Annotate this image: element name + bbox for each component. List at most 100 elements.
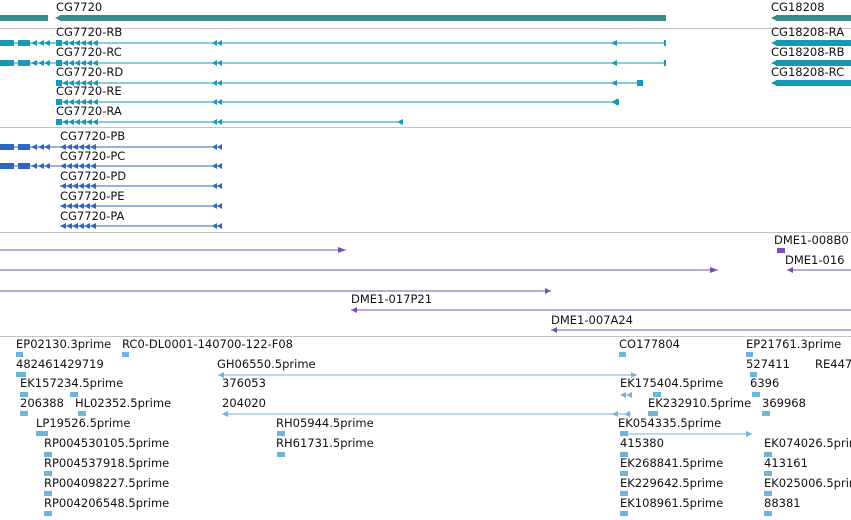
transcript-label[interactable]: CG7720-RE	[56, 84, 122, 98]
est-label[interactable]: 88381	[764, 496, 801, 510]
est-glyph[interactable]	[620, 491, 628, 496]
est-label[interactable]: 206388	[20, 396, 64, 410]
protein-cg7720-pc[interactable]	[0, 163, 222, 169]
est-glyph[interactable]	[44, 511, 52, 516]
est-glyph[interactable]	[762, 411, 770, 416]
transcript-cg18208-rb[interactable]	[771, 60, 851, 66]
est-label[interactable]: CO177804	[619, 337, 680, 351]
est-glyph[interactable]	[619, 352, 626, 357]
clone-label[interactable]: DME1-016	[785, 253, 845, 267]
protein-cg7720-pd[interactable]	[60, 183, 222, 189]
est-glyph[interactable]	[20, 392, 28, 397]
protein-label[interactable]: CG7720-PC	[60, 149, 126, 163]
transcript-label[interactable]: CG7720-RC	[56, 45, 122, 59]
protein-label[interactable]: CG7720-PE	[60, 189, 125, 203]
clone-label[interactable]: DME1-007A24	[551, 313, 633, 327]
est-label[interactable]: 482461429719	[16, 357, 104, 371]
est-label[interactable]: 369968	[762, 396, 806, 410]
est-label[interactable]: 204020	[222, 396, 266, 410]
clone-feature[interactable]	[0, 247, 346, 253]
est-label[interactable]: EK157234.5prime	[20, 376, 124, 390]
transcript-cg7720-ra[interactable]	[56, 119, 403, 125]
transcript-cg7720-rd[interactable]	[56, 80, 643, 86]
est-glyph[interactable]	[764, 491, 772, 496]
transcript-label[interactable]: CG18208-RA	[771, 25, 845, 39]
clone-dme1-016[interactable]	[787, 267, 851, 273]
gene-label[interactable]: CG7720	[56, 0, 103, 14]
est-glyph[interactable]	[277, 452, 285, 457]
transcript-cg7720-rb[interactable]	[0, 40, 666, 46]
est-label[interactable]: EK175404.5prime	[620, 376, 724, 390]
est-glyph[interactable]	[764, 452, 772, 457]
est-label[interactable]: 413161	[764, 456, 808, 470]
transcript-label[interactable]: CG18208-RB	[771, 45, 845, 59]
transcript-label[interactable]: CG18208-RC	[771, 65, 845, 79]
clone-dme1-017p21[interactable]	[351, 307, 851, 313]
transcript-cg7720-rc[interactable]	[0, 60, 666, 66]
est-glyph[interactable]	[78, 411, 86, 416]
est-label[interactable]: EK229642.5prime	[620, 476, 724, 490]
est-glyph[interactable]	[620, 471, 628, 476]
est-glyph[interactable]	[764, 471, 772, 476]
est-label[interactable]: HL02352.5prime	[75, 396, 172, 410]
est-glyph[interactable]	[752, 392, 760, 397]
gene-label[interactable]: CG18208	[771, 0, 825, 14]
protein-label[interactable]: CG7720-PA	[60, 209, 125, 223]
est-glyph[interactable]	[16, 352, 23, 357]
est-ek054335[interactable]	[620, 431, 752, 437]
est-glyph[interactable]	[44, 471, 52, 476]
est-glyph[interactable]	[70, 392, 78, 397]
est-label[interactable]: EP02130.3prime	[16, 337, 112, 351]
clone-dme1-007a24[interactable]	[551, 327, 851, 333]
clone-label[interactable]: DME1-008B0	[774, 233, 849, 247]
clone-label[interactable]: DME1-017P21	[351, 292, 433, 306]
est-label[interactable]: 527411	[746, 357, 790, 371]
est-glyph[interactable]	[648, 411, 658, 416]
protein-cg7720-pe[interactable]	[60, 203, 222, 209]
est-label[interactable]: EK108961.5prime	[620, 496, 724, 510]
est-glyph[interactable]	[44, 452, 52, 457]
clone-feature[interactable]	[0, 267, 718, 273]
est-label[interactable]: EK074026.5prime	[764, 436, 851, 450]
est-glyph[interactable]	[620, 511, 628, 516]
est-glyph[interactable]	[44, 491, 52, 496]
est-label[interactable]: RP004206548.5prime	[44, 496, 170, 510]
gene-glyph-cg7720[interactable]	[60, 15, 666, 21]
est-label[interactable]: EP21761.3prime	[746, 337, 842, 351]
est-glyph[interactable]	[277, 431, 285, 436]
clone-feature[interactable]	[0, 288, 551, 294]
est-204020[interactable]	[222, 411, 631, 417]
est-label[interactable]: RP004537918.5prime	[44, 456, 170, 470]
gene-glyph-cg18208[interactable]	[776, 15, 851, 21]
transcript-cg7720-re[interactable]	[56, 99, 619, 105]
est-label[interactable]: EK268841.5prime	[620, 456, 724, 470]
transcript-label[interactable]: CG7720-RB	[56, 25, 123, 39]
est-label[interactable]: RC0-DL0001-140700-122-F08	[122, 337, 293, 351]
est-label[interactable]: EK232910.5prime	[648, 396, 752, 410]
transcript-cg18208-ra[interactable]	[771, 40, 851, 46]
est-glyph[interactable]	[750, 372, 757, 377]
est-label[interactable]: LP19526.5prime	[36, 416, 131, 430]
est-glyph[interactable]	[746, 352, 753, 357]
est-glyph[interactable]	[620, 452, 628, 457]
est-glyph[interactable]	[653, 392, 661, 397]
est-glyph[interactable]	[20, 411, 28, 416]
est-label[interactable]: EK025006.5prime	[764, 476, 851, 490]
est-label[interactable]: 376053	[222, 376, 266, 390]
est-label[interactable]: GH06550.5prime	[217, 357, 316, 371]
clone-dme1-008b0[interactable]	[777, 248, 785, 253]
transcript-label[interactable]: CG7720-RD	[56, 65, 124, 79]
transcript-label[interactable]: CG7720-RA	[56, 104, 122, 118]
est-gh06550[interactable]	[218, 372, 637, 378]
est-label[interactable]: RP004530105.5prime	[44, 436, 170, 450]
protein-cg7720-pb[interactable]	[0, 144, 222, 150]
est-label[interactable]: RH05944.5prime	[276, 416, 374, 430]
est-label[interactable]: RH61731.5prime	[276, 436, 374, 450]
est-label[interactable]: 6396	[750, 376, 780, 390]
protein-label[interactable]: CG7720-PD	[60, 169, 127, 183]
est-glyph[interactable]	[122, 352, 129, 357]
est-glyph[interactable]	[16, 372, 26, 377]
gene-glyph[interactable]	[0, 15, 48, 21]
est-glyph[interactable]	[764, 511, 772, 516]
protein-cg7720-pa[interactable]	[60, 223, 222, 229]
